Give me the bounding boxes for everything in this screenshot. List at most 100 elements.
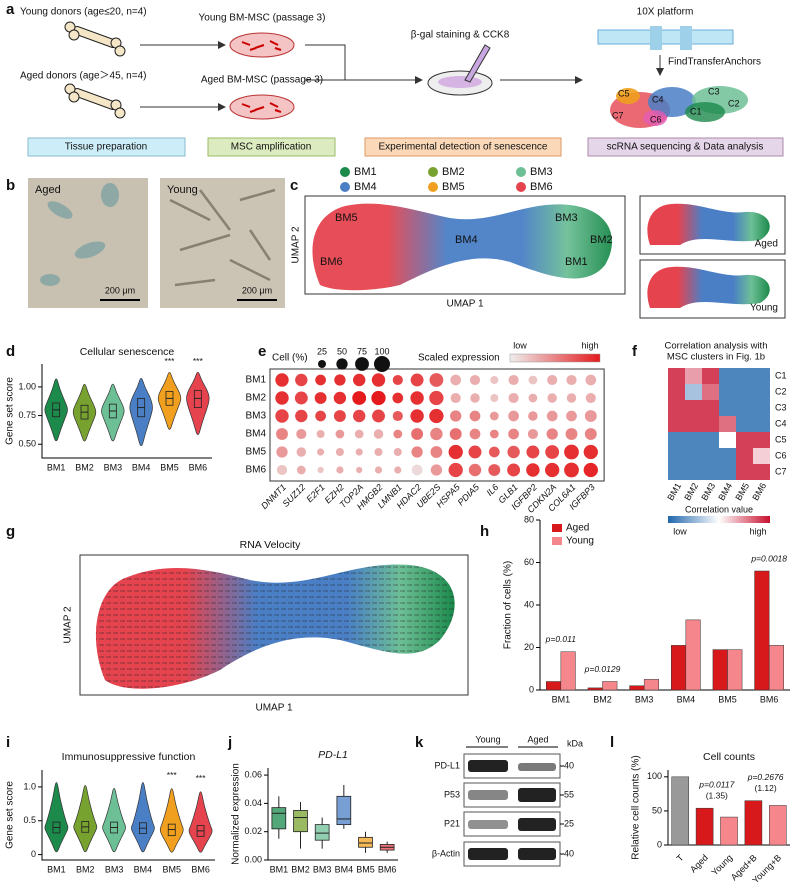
box: [293, 810, 308, 833]
legend-swatch: [428, 182, 438, 192]
row-label: C4: [775, 418, 787, 428]
dot: [393, 448, 402, 456]
panel-label: a: [6, 1, 15, 18]
dot: [356, 466, 363, 474]
workflow-art: [27, 21, 784, 157]
dot: [528, 393, 538, 403]
bar: [720, 816, 738, 846]
row-label: C3: [775, 402, 787, 412]
dot: [583, 462, 598, 478]
chart-title: Cell counts: [703, 751, 755, 763]
y-tick-label: 0.50: [18, 439, 36, 449]
legend-dot: [374, 356, 390, 372]
scale-bar-label: 200 μm: [105, 285, 135, 295]
dot: [490, 376, 499, 384]
y-tick-label: BM2: [245, 393, 266, 404]
annotation: p=0.0129: [584, 664, 621, 674]
dot: [353, 409, 366, 423]
x-tick-label: E2F1: [304, 482, 326, 504]
dot: [488, 446, 500, 458]
cell: [702, 416, 719, 432]
legend-label: BM4: [354, 181, 377, 193]
dot: [275, 391, 289, 405]
row-label: C5: [775, 434, 787, 444]
annotation: p=0.0117: [698, 779, 734, 789]
legend-label: 75: [357, 346, 367, 356]
legend-label: BM5: [442, 181, 465, 193]
dot: [371, 373, 386, 387]
cluster-label: BM1: [565, 256, 588, 268]
size-label: 40: [564, 848, 574, 858]
cell: [736, 416, 753, 432]
column-label: BM2: [682, 481, 700, 502]
bar: [754, 570, 770, 691]
legend-swatch: [552, 537, 562, 545]
cluster-label: C5: [618, 88, 630, 98]
colorbar-label: high: [749, 526, 766, 536]
cell: [702, 432, 719, 448]
plot-frame: [269, 368, 605, 482]
cell: [685, 400, 702, 416]
size-label: 25: [564, 818, 574, 828]
bar: [695, 807, 714, 846]
dot: [393, 429, 403, 439]
legend-swatch: [552, 524, 562, 532]
label: Young BM-MSC (passage 3): [199, 13, 326, 24]
dot: [352, 391, 367, 405]
label: Aged BM-MSC (passage 3): [201, 75, 323, 86]
x-tick-label: BM5: [356, 864, 375, 874]
dot: [411, 446, 423, 458]
x-tick-label: BM6: [760, 694, 779, 704]
cell: [668, 400, 685, 416]
violin: [129, 377, 153, 447]
label: FindTransferAnchors: [668, 57, 761, 68]
legend-label: BM6: [530, 181, 553, 193]
x-tick-label: Aged: [688, 853, 710, 875]
cluster-label: C1: [690, 106, 702, 116]
cell: [668, 384, 685, 400]
unit-label: kDa: [567, 738, 583, 748]
dot: [585, 374, 597, 386]
cell: [736, 368, 753, 384]
bar: [727, 649, 743, 691]
axis: [41, 364, 212, 459]
dot: [430, 427, 443, 441]
dot: [315, 410, 326, 422]
y-tick-label: 1.0: [23, 781, 36, 791]
dot: [469, 428, 481, 440]
dot: [566, 410, 577, 422]
annotation: (1.35): [706, 790, 728, 800]
workflow-text: Young donors (age≤20, n=4) Aged donors (…: [20, 7, 761, 86]
cluster-label: C2: [728, 98, 740, 108]
annotation: p=0.0018: [750, 553, 787, 563]
bar: [587, 687, 603, 691]
panel-label: c: [290, 177, 298, 194]
cell: [736, 448, 753, 464]
legend-dot: [355, 357, 369, 371]
dot: [546, 428, 558, 440]
dot: [371, 390, 386, 406]
x-tick-label: BM2: [75, 462, 94, 472]
x-tick-label: BM3: [104, 462, 123, 472]
cluster-label: BM6: [320, 256, 343, 268]
bar: [602, 681, 618, 691]
cell: [719, 448, 736, 464]
y-tick-label: 0.5: [23, 815, 36, 825]
axis-title: Gene set score: [5, 781, 16, 849]
cell: [668, 432, 685, 448]
x-tick-label: BM4: [335, 864, 354, 874]
dot: [468, 445, 482, 459]
step-box-label: MSC amplification: [231, 142, 312, 153]
dot: [333, 391, 347, 405]
box: [336, 795, 352, 826]
dot: [490, 394, 499, 402]
cell: [753, 400, 770, 416]
cell: [668, 464, 685, 480]
dot: [354, 429, 364, 439]
chart-title: Immunosuppressive function: [62, 751, 196, 763]
legend-swatch: [340, 182, 350, 192]
legend-label: 100: [374, 346, 389, 356]
panel-label: b: [6, 177, 15, 194]
x-tick-label: BM5: [718, 694, 737, 704]
